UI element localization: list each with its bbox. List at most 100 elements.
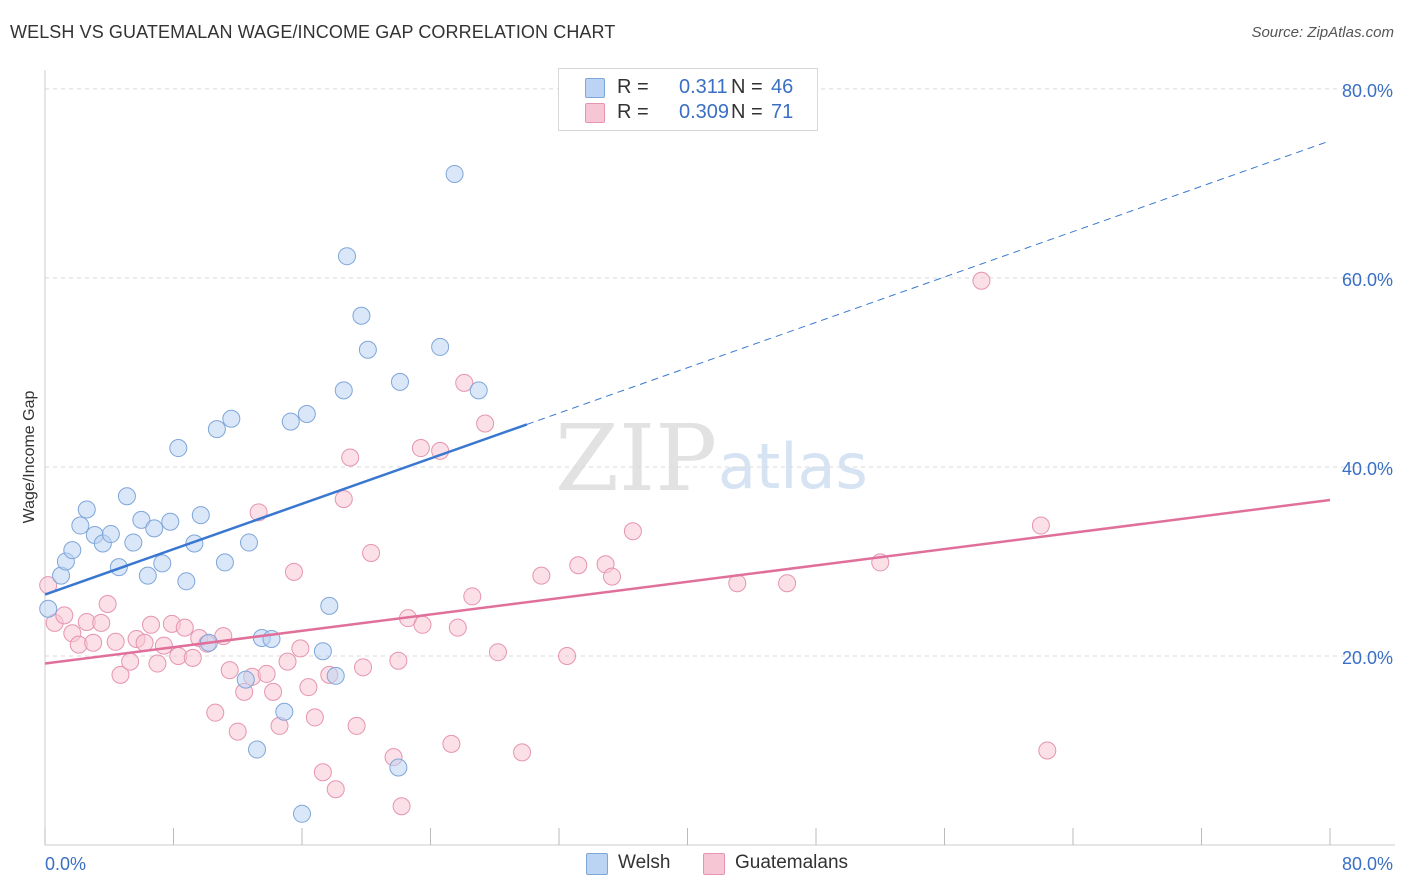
guatemalans-trend-line — [44, 498, 1331, 665]
guatemalans-point — [603, 567, 622, 586]
guatemalans-point — [313, 763, 332, 782]
guatemalans-n-label: N = — [731, 101, 763, 123]
welsh-point — [445, 164, 464, 183]
guatemalans-point — [142, 615, 161, 634]
welsh-point — [236, 670, 255, 689]
guatemalans-point — [183, 648, 202, 667]
welsh-point — [469, 381, 488, 400]
welsh-point — [63, 541, 82, 560]
welsh-legend-label: Welsh — [618, 852, 671, 873]
y-tick-label: 60.0% — [1342, 270, 1393, 290]
welsh-point — [169, 439, 188, 458]
welsh-point — [275, 702, 294, 721]
guatemalans-point — [98, 594, 117, 613]
guatemalans-point — [284, 562, 303, 581]
guatemalans-point — [220, 661, 239, 680]
guatemalans-point — [121, 652, 140, 671]
guatemalans-point — [111, 665, 130, 684]
guatemalans-point — [334, 490, 353, 509]
guatemalans-point — [448, 618, 467, 637]
guatemalans-point — [55, 606, 74, 625]
welsh-point — [313, 642, 332, 661]
welsh-n-value: 46 — [771, 76, 794, 98]
guatemalans-point — [569, 556, 588, 575]
guatemalans-point — [778, 574, 797, 593]
y-tick-label: 40.0% — [1342, 459, 1393, 479]
welsh-point — [215, 553, 234, 572]
welsh-point — [71, 516, 90, 535]
guatemalans-legend-label: Guatemalans — [735, 852, 849, 873]
guatemalans-point — [354, 658, 373, 677]
welsh-point — [281, 412, 300, 431]
welsh-point — [431, 337, 450, 356]
welsh-point — [297, 405, 316, 424]
watermark-zip: ZIP — [555, 405, 717, 512]
welsh-point — [138, 566, 157, 585]
chart-title: WELSH VS GUATEMALAN WAGE/INCOME GAP CORR… — [10, 22, 616, 42]
guatemalans-point — [341, 448, 360, 467]
guatemalans-point — [476, 414, 495, 433]
welsh-point — [352, 306, 371, 325]
guatemalans-point — [175, 618, 194, 637]
source-label: Source: ZipAtlas.com — [1251, 24, 1394, 41]
guatemalans-point — [389, 651, 408, 670]
guatemalans-point — [347, 716, 366, 735]
guatemalans-point — [532, 566, 551, 585]
guatemalans-point — [362, 543, 381, 562]
guatemalans-point — [455, 373, 474, 392]
welsh-point — [77, 500, 96, 519]
guatemalans-legend-swatch — [703, 853, 725, 875]
welsh-point — [132, 510, 151, 529]
guatemalans-point — [84, 633, 103, 652]
x-tick-label: 0.0% — [45, 854, 86, 874]
guatemalans-point — [488, 643, 507, 662]
guatemalans-point — [392, 797, 411, 816]
guatemalans-point — [411, 439, 430, 458]
welsh-point — [161, 512, 180, 531]
guatemalans-point — [623, 522, 642, 541]
welsh-legend-swatch — [586, 853, 608, 875]
welsh-point — [239, 533, 258, 552]
guatemalans-point — [135, 633, 154, 652]
welsh-trend-extension — [526, 140, 1331, 425]
welsh-r-label: R = — [617, 76, 649, 98]
guatemalans-point — [154, 636, 173, 655]
welsh-trend-line — [44, 423, 528, 596]
guatemalans-point — [442, 734, 461, 753]
guatemalans-point — [278, 652, 297, 671]
welsh-swatch — [585, 78, 605, 98]
guatemalans-point — [92, 613, 111, 632]
guatemalans-point — [972, 271, 991, 290]
guatemalans-swatch — [585, 103, 605, 123]
welsh-point — [248, 740, 267, 759]
guatemalans-point — [463, 587, 482, 606]
guatemalans-point — [257, 664, 276, 683]
guatemalans-point — [228, 722, 247, 741]
guatemalans-r-label: R = — [617, 101, 649, 123]
guatemalans-point — [513, 743, 532, 762]
welsh-r-value: 0.311 — [679, 76, 728, 98]
guatemalans-r-value: 0.309 — [679, 101, 730, 123]
guatemalans-point — [291, 639, 310, 658]
welsh-point — [320, 596, 339, 615]
welsh-point — [207, 420, 226, 439]
guatemalans-point — [106, 632, 125, 651]
welsh-point — [389, 758, 408, 777]
welsh-point — [101, 525, 120, 544]
welsh-point — [124, 533, 143, 552]
guatemalans-point — [413, 615, 432, 634]
welsh-point — [191, 506, 210, 525]
guatemalans-point — [206, 703, 225, 722]
welsh-point — [39, 599, 58, 618]
guatemalans-point — [148, 654, 167, 673]
welsh-point — [117, 487, 136, 506]
welsh-n-label: N = — [731, 76, 763, 98]
welsh-point — [334, 381, 353, 400]
welsh-point — [390, 372, 409, 391]
guatemalans-n-value: 71 — [771, 101, 794, 123]
y-tick-label: 20.0% — [1342, 648, 1393, 668]
welsh-point — [177, 572, 196, 591]
guatemalans-point — [1031, 516, 1050, 535]
guatemalans-point — [299, 678, 318, 697]
